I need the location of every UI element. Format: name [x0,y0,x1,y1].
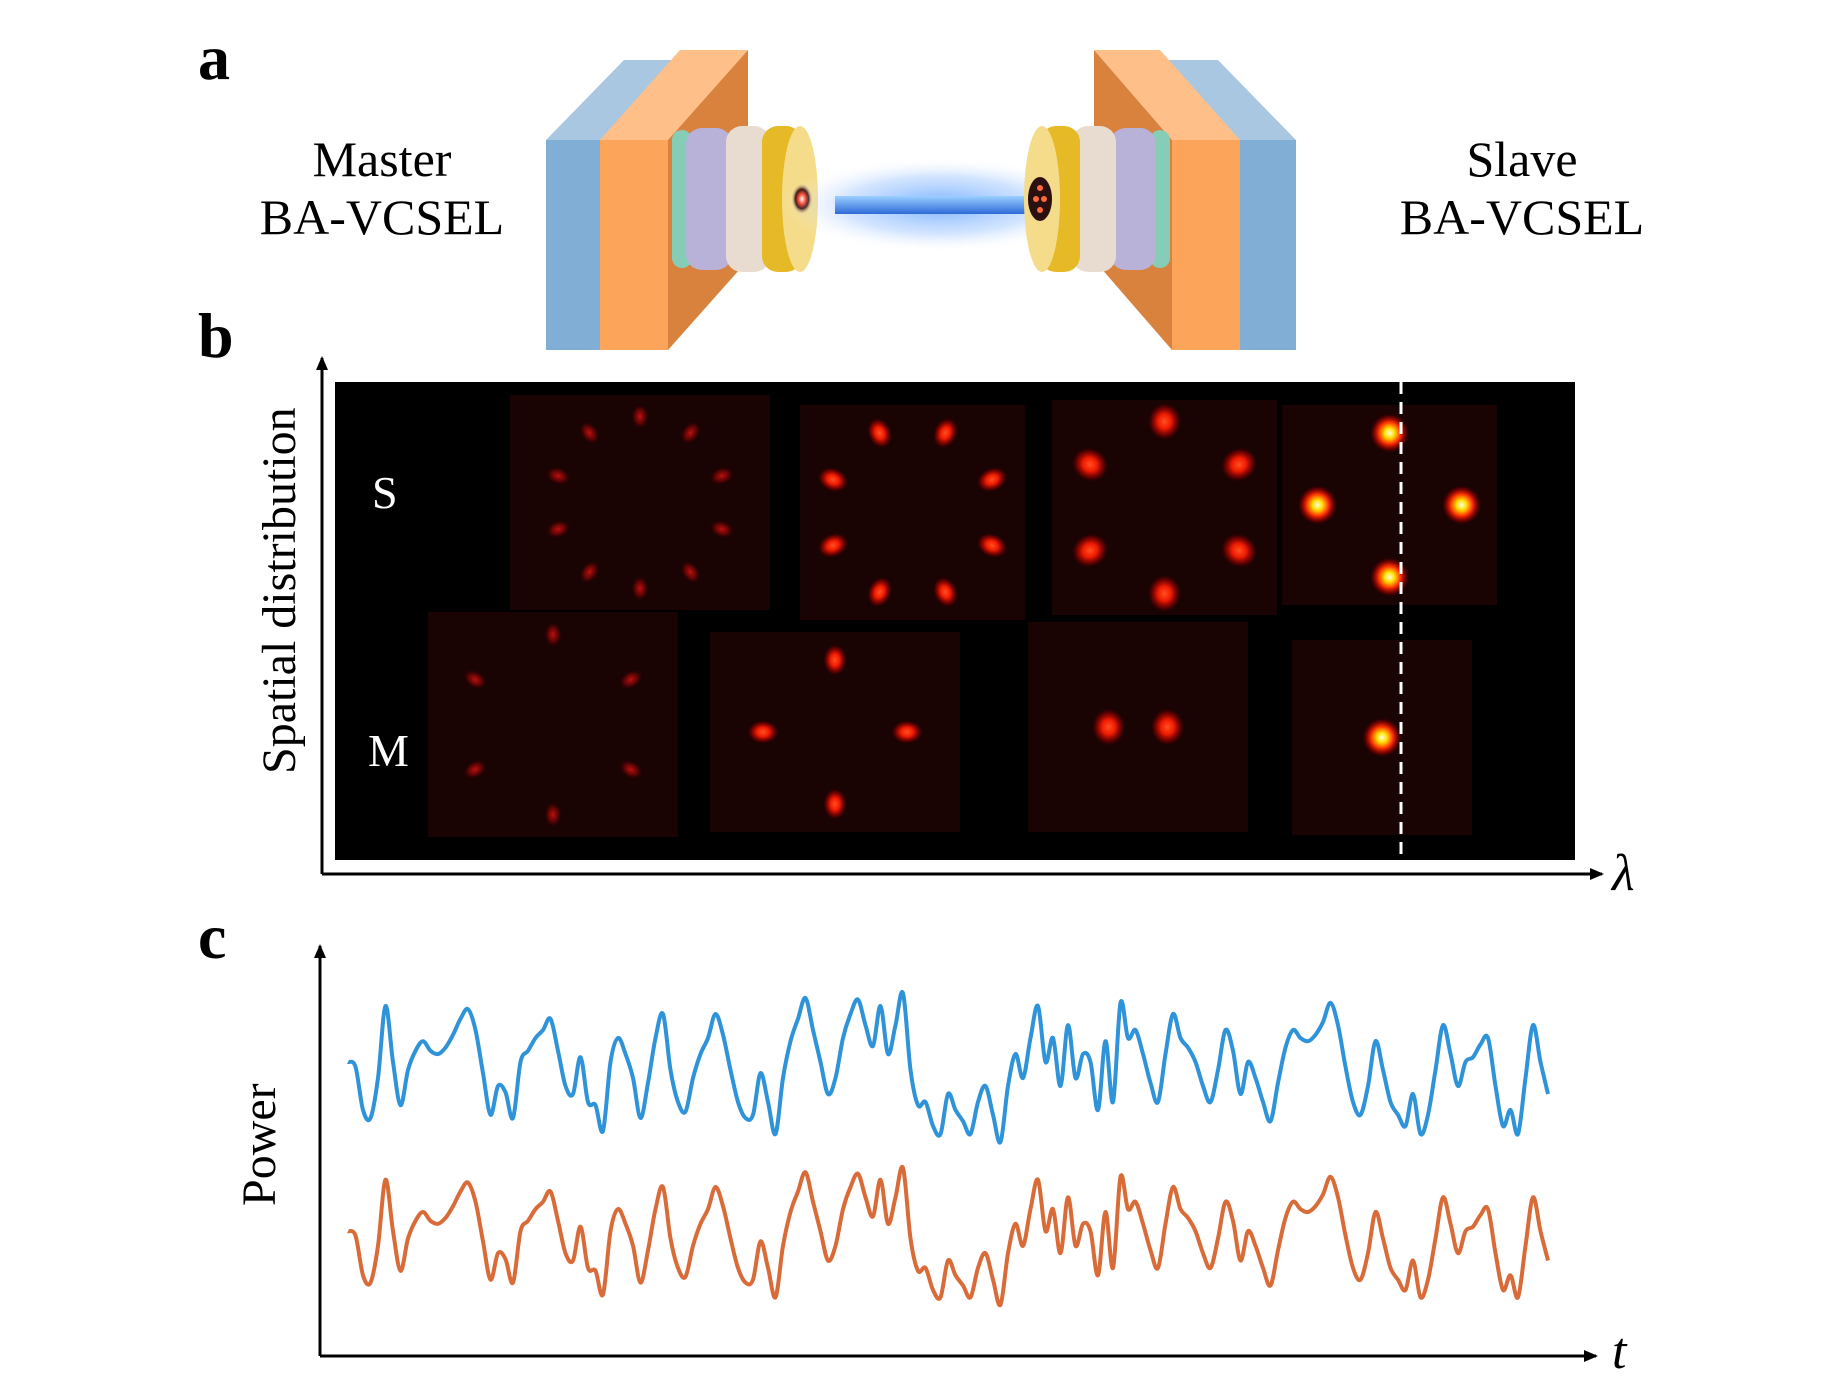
slave-mode-1-tile [510,395,770,610]
slave-mode-2-lobe [932,576,959,608]
slave-mode-4-lobe [1297,485,1338,525]
slave-mode-2-lobe [817,466,849,493]
master-plate-orange-top [600,50,748,140]
slave-emission-dot [1037,185,1043,191]
slave-mode-2-lobe [976,466,1008,493]
panel-label-b: b [198,300,234,371]
master-mode-3-tile [1028,622,1248,832]
panel-b-x-symbol: λ [1612,845,1635,902]
slave-mode-4-lobe [1369,557,1410,597]
slave-mode-1-lobe [709,519,735,539]
master-mode-1-lobe [618,669,644,690]
slave-emission-dot [1041,196,1047,202]
slave-mode-2-tile [800,405,1025,620]
slave-device-label: Slave BA-VCSEL [1362,130,1682,246]
master-mode-2-lobe [823,644,847,676]
panel-label-a: a [198,22,230,93]
slave-mode-3-lobe [1220,532,1258,569]
slave-mode-1-lobe [679,421,702,445]
slave-mode-1-lobe [545,466,571,486]
slave-layer-beige [1072,126,1116,272]
slave-mode-1-lobe [578,421,601,445]
master-mode-2-lobe [891,720,923,744]
master-plate-orange [600,140,668,350]
master-layer-beige [726,126,770,272]
slave-layer-violet [1110,128,1156,270]
slave-mode-2-lobe [976,532,1008,559]
panel-c [314,944,1598,1362]
slave-mode-2-lobe [817,532,849,559]
row-label-slave: S [372,467,398,518]
slave-mode-1-lobe [545,519,571,539]
slave-mode-3-lobe [1147,402,1182,441]
master-vcsel [546,50,818,350]
master-mode-3-lobe [1091,708,1126,746]
slave-label-line2: BA-VCSEL [1399,189,1645,245]
slave-mode-2-lobe [866,417,893,449]
slave-emission-dot [1033,196,1039,202]
mode-tiles [428,395,1497,837]
slave-mode-3-lobe [1071,446,1109,483]
master-label-line1: Master [312,131,452,187]
panel-c-y-label: Power [233,1083,286,1206]
master-mode-2-lobe [747,720,779,744]
master-mode-4-lobe [1362,717,1402,758]
master-mode-3-lobe [1150,708,1185,746]
slave-mode-3-lobe [1147,574,1182,613]
panel-b-y-label: Spatial distribution [253,407,306,774]
master-device-label: Master BA-VCSEL [222,130,542,246]
slave-vcsel [1024,50,1296,350]
slave-mode-1-lobe [679,560,702,584]
slave-mode-4-lobe [1441,485,1482,525]
master-layer-violet [686,128,732,270]
master-mode-1-lobe [462,669,488,690]
beam-arrow-shaft [835,196,1045,214]
master-mode-2-lobe [823,788,847,820]
slave-mode-3-lobe [1071,532,1109,569]
slave-plate-orange [1172,140,1240,350]
slave-label-line1: Slave [1466,131,1578,187]
slave-mode-1-lobe [631,403,649,430]
slave-mode-1-lobe [709,466,735,486]
slave-mode-4-lobe [1369,413,1410,453]
slave-plate-orange-top [1094,50,1240,140]
panel-b [316,356,1604,880]
power-trace-slave [346,990,1550,1145]
power-trace-master [347,1164,1550,1308]
slave-mode-1-lobe [578,560,601,584]
master-label-line2: BA-VCSEL [259,189,505,245]
slave-emission-dot [1037,207,1043,213]
slave-mode-2-lobe [866,576,893,608]
master-mode-1-tile [428,612,678,837]
panel-label-c: c [198,901,227,972]
master-mode-1-lobe [462,759,488,780]
panel-c-x-symbol: t [1612,1323,1627,1380]
master-mode-1-lobe [618,759,644,780]
master-mode-1-lobe [544,801,562,828]
slave-mode-3-lobe [1220,446,1258,483]
slave-mode-2-lobe [932,417,959,449]
master-mode-1-lobe [544,621,562,648]
slave-mode-1-lobe [631,575,649,602]
row-label-master: M [368,725,409,776]
slave-emission-ring [1028,177,1052,221]
